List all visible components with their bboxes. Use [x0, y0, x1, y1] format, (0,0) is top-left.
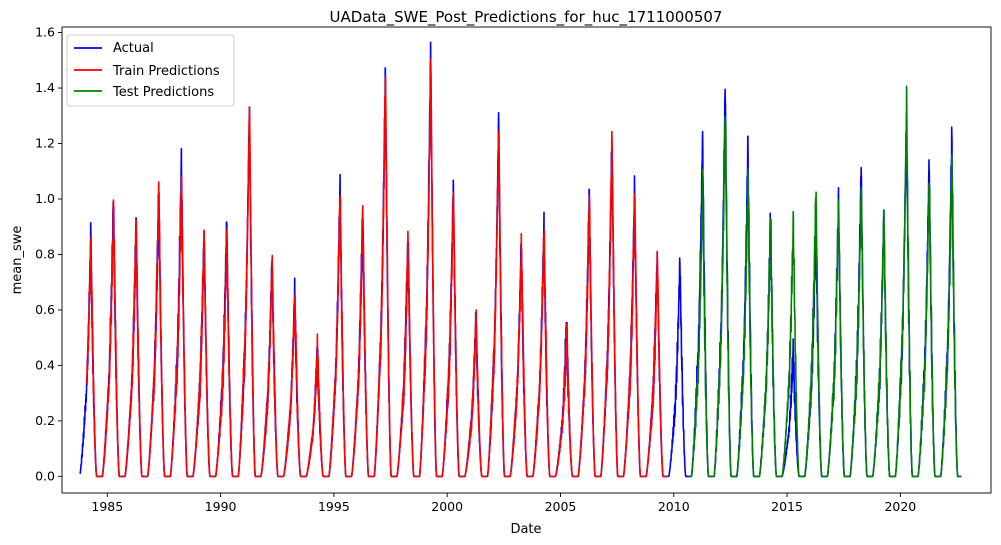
x-tick-label: 2010	[658, 499, 690, 514]
x-axis-label: Date	[510, 522, 541, 537]
legend-box	[66, 34, 235, 107]
y-tick-label: 1.0	[35, 191, 55, 206]
x-tick-label: 1985	[91, 499, 123, 514]
y-tick-label: 0.0	[35, 468, 55, 483]
plot-frame	[61, 26, 992, 494]
y-tick-label: 0.4	[35, 357, 55, 372]
x-tick-label: 2000	[431, 499, 463, 514]
y-tick-label: 0.8	[35, 246, 55, 261]
series-line-train-predictions	[86, 58, 668, 478]
y-tick-label: 0.2	[35, 413, 55, 428]
x-tick-label: 2005	[545, 499, 577, 514]
x-tick-label: 1990	[205, 499, 237, 514]
y-tick-label: 1.6	[35, 25, 55, 40]
legend-label-test: Test Predictions	[112, 85, 214, 100]
y-tick-label: 0.6	[35, 302, 55, 317]
axis-ticks: 1985 1990 1995 2000 2005 2010 2015 2020 0.0 0.2 0.…	[35, 25, 916, 514]
y-axis-label: mean_swe	[10, 226, 25, 295]
y-tick-label: 1.4	[35, 80, 55, 95]
legend-label-actual: Actual	[113, 41, 154, 56]
x-tick-label: 2015	[771, 499, 803, 514]
legend-label-train: Train Predictions	[112, 64, 220, 79]
plot-area	[79, 41, 963, 478]
y-tick-label: 1.2	[35, 136, 55, 151]
x-tick-label: 1995	[318, 499, 350, 514]
series-line-test-predictions	[689, 85, 963, 478]
legend: Actual Train Predictions Test Prediction…	[66, 34, 235, 107]
chart-title: UAData_SWE_Post_Predictions_for_huc_1711…	[330, 8, 723, 27]
x-tick-label: 2020	[884, 499, 916, 514]
